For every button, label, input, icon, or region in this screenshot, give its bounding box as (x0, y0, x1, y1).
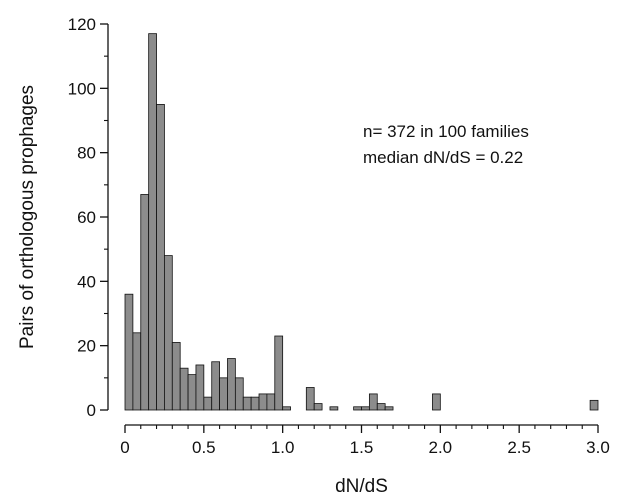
histogram-bar (250, 396, 260, 411)
histogram-bar (171, 342, 181, 411)
axes-layer: 0 20 40 60 80 100 120 0 0.5 1.0 1.5 2.0 2.5 3.0 (68, 15, 610, 457)
histogram-bar (305, 387, 315, 411)
histogram-bar (242, 396, 252, 411)
histogram-bar (195, 364, 205, 411)
x-tick-label: 1.0 (271, 438, 295, 457)
histogram-bar (361, 406, 370, 411)
y-tick-label: 100 (68, 79, 96, 98)
y-tick-label: 20 (77, 337, 96, 356)
histogram-bar (211, 361, 220, 411)
histogram-bar (376, 403, 386, 411)
histogram-bar (219, 377, 228, 411)
histogram-bar (329, 406, 339, 411)
histogram-bar (282, 406, 291, 411)
histogram-bar (187, 374, 197, 411)
y-tick-label: 0 (87, 401, 96, 420)
histogram-bar (140, 194, 150, 411)
histogram-bar (353, 406, 362, 411)
x-tick-label: 0.5 (192, 438, 216, 457)
histogram-bar (432, 393, 441, 411)
y-tick-label: 60 (77, 208, 96, 227)
histogram-bar (179, 367, 189, 411)
histogram-bar (313, 403, 323, 411)
histogram-bar (258, 393, 268, 411)
histogram-bar (148, 33, 157, 411)
bars-layer (124, 33, 599, 411)
x-tick-label: 1.5 (350, 438, 374, 457)
histogram-bar (384, 406, 394, 411)
y-tick-label: 80 (77, 144, 96, 163)
histogram-bar (589, 399, 599, 411)
histogram-bar (132, 332, 142, 411)
histogram-bar (274, 335, 284, 411)
histogram-bar (203, 396, 213, 411)
histogram-bar (368, 393, 378, 411)
annotation-line-2: median dN/dS = 0.22 (363, 148, 523, 167)
x-tick-label: 2.0 (429, 438, 453, 457)
histogram-bar (227, 358, 236, 411)
histogram-bar (156, 104, 165, 411)
x-axis-label: dN/dS (335, 476, 388, 497)
y-axis-label: Pairs of orthologous prophages (17, 85, 38, 349)
y-tick-label: 40 (77, 272, 96, 291)
x-tick-label: 0 (120, 438, 129, 457)
annotation-line-1: n= 372 in 100 families (363, 122, 529, 141)
x-tick-label: 3.0 (586, 438, 610, 457)
histogram-bar (234, 377, 244, 411)
histogram-bar (164, 255, 173, 411)
labels-layer: dN/dS Pairs of orthologous prophages n= … (17, 85, 529, 497)
y-tick-label: 120 (68, 15, 96, 34)
x-tick-label: 2.5 (507, 438, 531, 457)
histogram-bar (266, 393, 276, 411)
histogram-bar (124, 293, 134, 411)
